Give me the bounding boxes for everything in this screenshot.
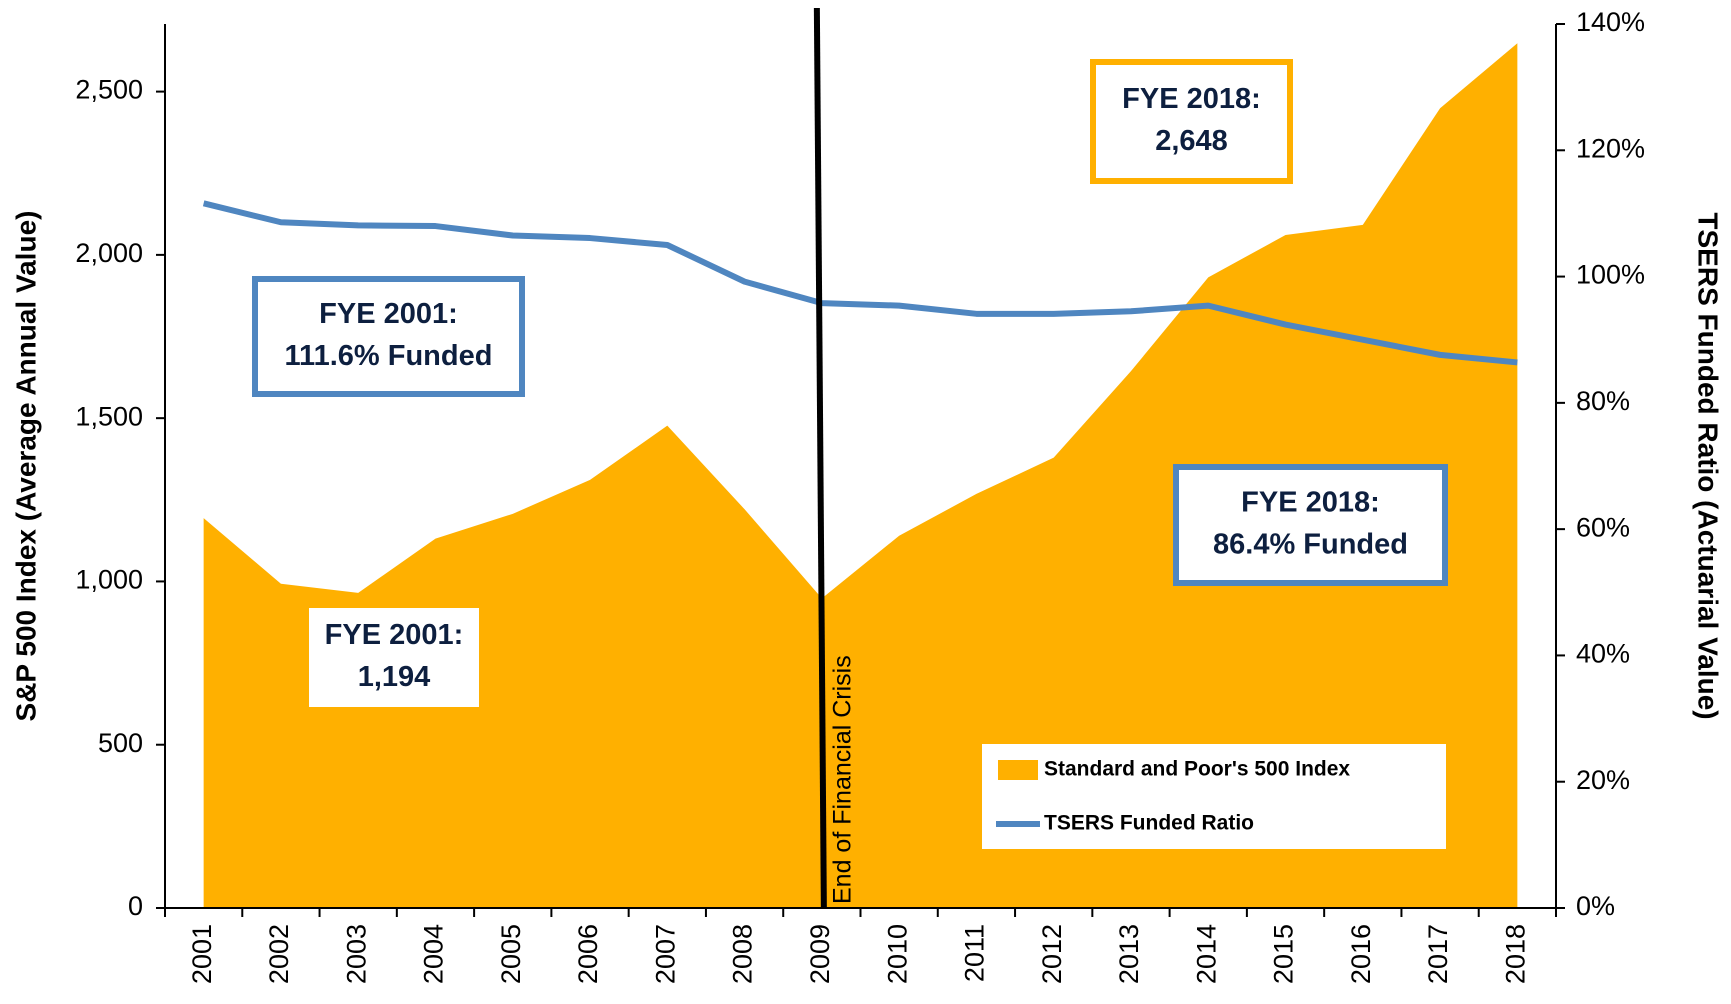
legend-label: TSERS Funded Ratio [1044,812,1254,835]
x-tick-label: 2007 [650,924,680,984]
y2-tick-label: 20% [1576,765,1630,795]
annotation-box [252,276,525,397]
y-tick-label: 1,000 [75,565,143,595]
y2-tick-label: 40% [1576,639,1630,669]
annotation-text: 111.6% Funded [285,340,493,372]
x-tick-label: 2010 [882,924,912,984]
y2-tick-label: 120% [1576,133,1645,163]
annotation-text: 2,648 [1155,125,1228,157]
annotation-text: FYE 2018: [1122,83,1261,115]
area [203,43,1518,908]
x-tick-label: 2008 [728,924,758,984]
x-tick-label: 2006 [573,924,603,984]
annotation-text: FYE 2018: [1241,487,1380,519]
x-tick-label: 2014 [1191,924,1221,984]
annotation-box [309,608,479,707]
legend-swatch [998,760,1038,780]
x-tick-label: 2002 [264,924,294,984]
y2-tick-label: 80% [1576,386,1630,416]
y2-axis-label: TSERS Funded Ratio (Actuarial Value) [1693,212,1724,719]
x-tick-label: 2011 [960,924,990,982]
legend-label: Standard and Poor's 500 Index [1044,758,1350,781]
y-axis-label: S&P 500 Index (Average Annual Value) [10,211,41,722]
y2-tick-label: 0% [1576,891,1615,921]
x-tick-label: 2016 [1346,924,1376,984]
marker-label: End of Financial Crisis [828,655,856,904]
y-tick-label: 500 [98,728,143,758]
x-tick-label: 2009 [805,924,835,984]
x-tick-label: 2012 [1037,924,1067,984]
x-tick-label: 2001 [187,924,217,984]
x-tick-label: 2018 [1500,924,1530,984]
annotation-text: FYE 2001: [319,298,458,330]
x-tick-label: 2013 [1114,924,1144,984]
x-tick-label: 2017 [1423,924,1453,984]
y-tick-label: 0 [128,891,143,921]
annotation-box [1173,464,1448,586]
y2-tick-label: 60% [1576,512,1630,542]
x-tick-label: 2003 [341,924,371,984]
x-tick-label: 2015 [1269,924,1299,984]
marker-line [813,7,827,909]
y2-tick-label: 140% [1576,7,1645,37]
y2-tick-label: 100% [1576,260,1645,290]
x-tick-label: 2005 [496,924,526,984]
line [202,200,1518,366]
y-tick-label: 1,500 [75,401,143,431]
annotation-text: 1,194 [358,661,431,693]
annotation-text: 86.4% Funded [1213,529,1408,561]
legend-box [982,744,1446,849]
y-tick-label: 2,000 [75,238,143,268]
annotation-text: FYE 2001: [325,619,464,651]
annotation-box [1090,59,1293,184]
x-tick-label: 2004 [419,924,449,984]
y-tick-label: 2,500 [75,75,143,105]
